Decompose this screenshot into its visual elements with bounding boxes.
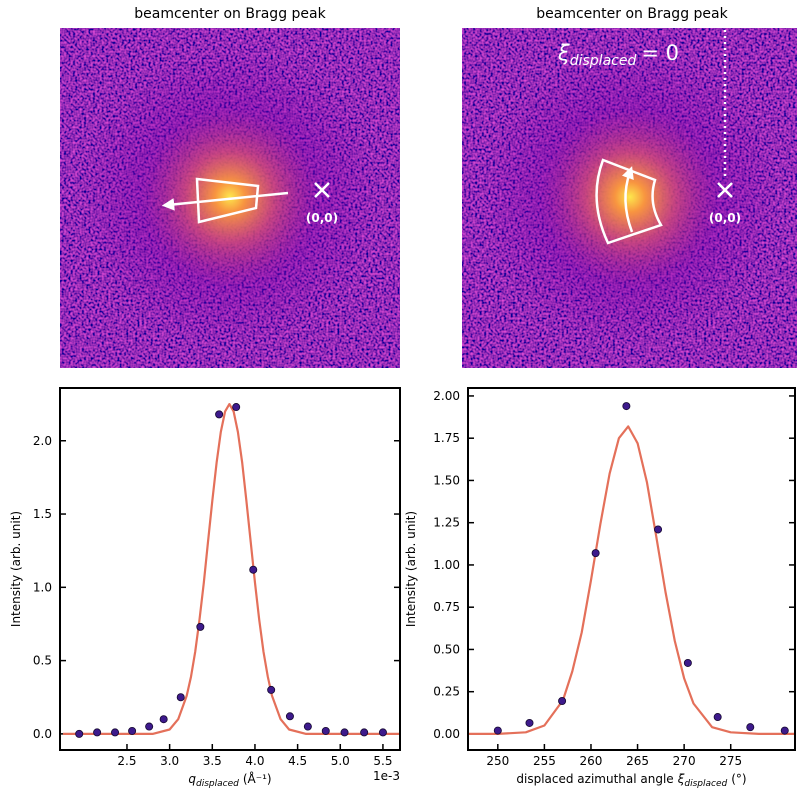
image-layer: beamcenter on Bragg peak beamcenter on Br… [60, 6, 797, 368]
panel-title: beamcenter on Bragg peak [536, 6, 728, 22]
x-axis-label: qdisplaced (Å⁻¹) [188, 771, 271, 789]
data-point [340, 728, 349, 737]
data-point [159, 715, 168, 724]
intensity-spot [462, 28, 797, 368]
x-tick-label: 270 [673, 754, 696, 768]
x-tick-label: 265 [626, 754, 649, 768]
direction-arrow [161, 191, 289, 211]
x-tick-label: 5.0 [331, 754, 350, 768]
data-point [75, 729, 84, 738]
plot-layer: 0.0 0.5 1.0 1.5 2.0 2.5 3.0 3.5 4.0 4.5 5.0 5.5 Inte… [9, 387, 796, 789]
y-tick-label: 0.25 [433, 685, 460, 699]
data-point [176, 693, 185, 702]
y-tick-label: 0.00 [433, 727, 460, 741]
axes-frame [59, 387, 401, 751]
data-point [196, 622, 205, 631]
data-point [525, 718, 534, 727]
data-point [249, 565, 258, 574]
y-tick-label: 0.0 [33, 727, 52, 741]
data-point [267, 685, 276, 694]
plot: 0.0 0.5 1.0 1.5 2.0 2.5 3.0 3.5 4.0 4.5 5.0 5.5 Inte… [9, 387, 401, 789]
data-point [303, 722, 312, 731]
symbol: ξ [557, 41, 570, 65]
y-tick-label: 1.5 [33, 507, 52, 521]
y-tick-label: 0.75 [433, 600, 460, 614]
label-text: displaced azimuthal angle [516, 772, 673, 786]
data-point [111, 728, 120, 737]
y-tick-label: 1.00 [433, 558, 460, 572]
data-point [622, 402, 631, 411]
data-point [321, 726, 330, 735]
data-point [378, 728, 387, 737]
data-point [128, 726, 137, 735]
x-tick-label: 275 [719, 754, 742, 768]
y-tick-label: 2.00 [433, 389, 460, 403]
data-point [360, 728, 369, 737]
y-tick-label: 2.0 [33, 434, 52, 448]
y-tick-label: 1.0 [33, 580, 52, 594]
overlays: (0,0) (0,0) ξdisplaced = 0 [161, 30, 741, 245]
data-point [558, 696, 567, 705]
annotation: (0,0) [306, 211, 338, 225]
roi-sector [595, 158, 663, 245]
x-tick-label: 4.5 [288, 754, 307, 768]
data-point [215, 410, 224, 419]
plot: 0.00 0.25 0.50 0.75 1.00 1.25 1.50 1.75 2.00 250 2… [404, 387, 796, 789]
x-tick-label: 4.0 [245, 754, 264, 768]
data-point [713, 713, 722, 722]
label-subscript: displaced [684, 779, 727, 789]
axes-frame [467, 387, 796, 751]
data-point [780, 726, 789, 735]
x-tick-label: 5.5 [373, 754, 392, 768]
data-point [232, 403, 241, 412]
equation-rest: = 0 [641, 41, 679, 65]
y-tick-label: 1.75 [433, 431, 460, 445]
data-point [683, 658, 692, 667]
y-tick-label: 1.25 [433, 516, 460, 530]
x-tick-label: 260 [580, 754, 603, 768]
label-symbol: q [188, 772, 196, 786]
y-tick-label: 1.50 [433, 473, 460, 487]
equation: ξdisplaced = 0 [557, 41, 679, 69]
y-tick-label: 0.5 [33, 654, 52, 668]
x-tick-label: 2.5 [117, 754, 136, 768]
fit-line [468, 425, 795, 735]
origin-marker [717, 182, 733, 198]
label-subscript: displaced [196, 779, 239, 789]
data-point [654, 525, 663, 534]
label-unit: (°) [731, 772, 746, 786]
data-point [285, 712, 294, 721]
x-tick-label: 255 [533, 754, 556, 768]
panel-title: beamcenter on Bragg peak [134, 6, 326, 22]
y-tick-label: 0.50 [433, 642, 460, 656]
direction-arrow [622, 166, 634, 233]
data-point [145, 722, 154, 731]
y-axis-label: Intensity (arb. unit) [9, 511, 23, 627]
y-axis-label: Intensity (arb. unit) [404, 511, 418, 627]
x-tick-label: 250 [486, 754, 509, 768]
annotation: (0,0) [709, 211, 741, 225]
roi-box [195, 177, 260, 224]
data-point [493, 726, 502, 735]
data-point [591, 549, 600, 558]
origin-marker [314, 182, 330, 198]
x-tick-label: 3.0 [160, 754, 179, 768]
label-unit: (Å⁻¹) [243, 771, 272, 786]
fit-line [63, 403, 400, 735]
data-point [93, 728, 102, 737]
subscript: displaced [570, 53, 637, 69]
label-symbol: ξ [677, 772, 685, 786]
offset-text: 1e-3 [373, 769, 400, 783]
data-point [746, 723, 755, 732]
x-axis-label: displaced azimuthal angle ξdisplaced (°) [516, 772, 746, 789]
x-tick-label: 3.5 [203, 754, 222, 768]
